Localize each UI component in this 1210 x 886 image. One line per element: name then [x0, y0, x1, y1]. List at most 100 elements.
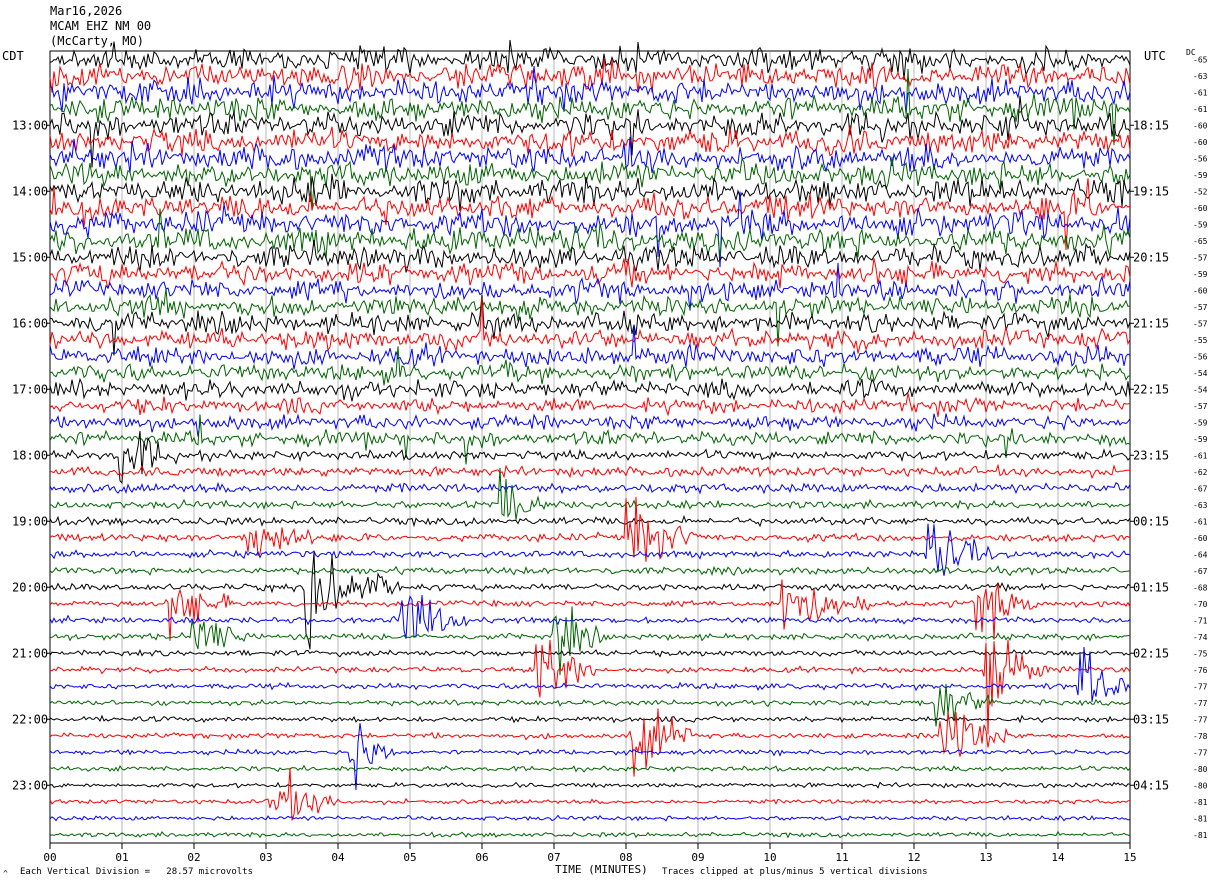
header-location: (McCarty, MO) — [50, 34, 144, 48]
x-tick-label: 03 — [259, 851, 272, 864]
x-tick-label: 15 — [1123, 851, 1136, 864]
dc-offset-label: -75 — [1193, 649, 1208, 658]
trace-row — [49, 767, 1131, 821]
dc-offset-label: -59 — [1193, 435, 1208, 444]
right-hour-label: 03:15 — [1133, 712, 1169, 726]
trace-row — [49, 723, 1131, 791]
dc-offset-label: -60 — [1193, 138, 1208, 147]
left-hour-label: 15:00 — [12, 250, 48, 264]
dc-offset-label: -67 — [1193, 567, 1208, 576]
dc-offset-label: -78 — [1193, 732, 1208, 741]
trace-row — [49, 708, 1131, 777]
dc-offset-label: -59 — [1193, 418, 1208, 427]
header-date: Mar16,2026 — [50, 4, 123, 18]
left-hour-label: 20:00 — [12, 580, 48, 594]
trace-row — [49, 346, 1131, 386]
trace-row — [49, 258, 1131, 289]
trace-row — [49, 481, 1131, 495]
trace-row — [49, 95, 1131, 168]
dc-offset-label: -61 — [1193, 88, 1208, 97]
dc-offset-label: -77 — [1193, 715, 1208, 724]
dc-offset-label: -63 — [1193, 72, 1208, 81]
trace-row — [49, 156, 1131, 211]
dc-offset-label: -77 — [1193, 699, 1208, 708]
dc-offset-label: -57 — [1193, 319, 1208, 328]
trace-row — [49, 297, 1131, 354]
trace-row — [49, 781, 1131, 789]
dc-offset-label: -61 — [1193, 517, 1208, 526]
trace-row — [49, 830, 1131, 839]
trace-row — [49, 262, 1131, 311]
right-hour-labels: 18:15 19:15 20:15 21:15 22:15 23:15 00:15 01:15… — [1130, 118, 1169, 792]
minute-gridlines — [121, 51, 1059, 843]
x-tick-label: 12 — [907, 851, 920, 864]
right-timezone: UTC — [1144, 49, 1166, 63]
trace-row — [49, 594, 1131, 639]
dc-offset-label: -60 — [1193, 534, 1208, 543]
x-tick-label: 10 — [763, 851, 776, 864]
trace-row — [49, 683, 1131, 727]
dc-offset-label: -81 — [1193, 814, 1208, 823]
x-tick-label: 00 — [43, 851, 56, 864]
x-tick-label: 04 — [331, 851, 345, 864]
dc-offset-label: -80 — [1193, 765, 1208, 774]
trace-row — [49, 463, 1131, 480]
right-hour-label: 21:15 — [1133, 316, 1169, 330]
x-axis-title: TIME (MINUTES) — [555, 863, 648, 876]
trace-row — [49, 430, 1131, 485]
left-hour-label: 21:00 — [12, 646, 48, 660]
right-hour-label: 23:15 — [1133, 448, 1169, 462]
trace-row — [49, 764, 1131, 773]
dc-offset-label: -70 — [1193, 600, 1208, 609]
trace-row — [49, 467, 1131, 520]
dc-offset-label: -54 — [1193, 369, 1208, 378]
trace-row — [49, 579, 1131, 641]
dc-offset-label: -68 — [1193, 583, 1208, 592]
dc-offset-label: -60 — [1193, 121, 1208, 130]
trace-row — [49, 58, 1131, 93]
x-tick-label: 13 — [979, 851, 992, 864]
trace-row — [49, 606, 1131, 676]
right-hour-label: 18:15 — [1133, 118, 1169, 132]
dc-offset-label: -59 — [1193, 270, 1208, 279]
dc-offset-label: -57 — [1193, 253, 1208, 262]
dc-offset-labels: -65 -63 -61 -61 -60 -60 -56 -59 -52 -60 -59 -65 -57 -… — [1193, 55, 1208, 840]
trace-row — [49, 239, 1131, 273]
left-hour-label: 16:00 — [12, 316, 48, 330]
dc-offset-label: -80 — [1193, 781, 1208, 790]
dc-offset-label: -54 — [1193, 385, 1208, 394]
dc-offset-label: -55 — [1193, 336, 1208, 345]
x-axis-ticks: 00 01 02 03 04 05 06 07 08 09 10 11 12 13 14 15 — [43, 843, 1137, 864]
dc-offset-label: -63 — [1193, 501, 1208, 510]
dc-offset-label: -64 — [1193, 550, 1208, 559]
x-tick-label: 01 — [115, 851, 128, 864]
x-tick-label: 11 — [835, 851, 848, 864]
seismic-traces — [49, 39, 1131, 839]
dc-offset-label: -60 — [1193, 204, 1208, 213]
dc-offset-label: -77 — [1193, 748, 1208, 757]
dc-offset-label: -65 — [1193, 237, 1208, 246]
left-hour-labels: 13:00 14:00 15:00 16:00 17:00 18:00 19:00 20:00… — [12, 118, 50, 792]
dc-offset-label: -56 — [1193, 352, 1208, 361]
trace-row — [49, 414, 1131, 465]
trace-row — [49, 523, 1131, 576]
trace-row — [49, 393, 1131, 417]
right-hour-label: 19:15 — [1133, 184, 1169, 198]
right-hour-label: 22:15 — [1133, 382, 1169, 396]
trace-row — [49, 288, 1131, 347]
trace-row — [49, 208, 1131, 259]
dc-offset-label: -60 — [1193, 286, 1208, 295]
trace-row — [49, 639, 1131, 735]
footer-mark: ^ — [3, 869, 8, 878]
trace-row — [49, 565, 1131, 577]
dc-offset-label: -71 — [1193, 616, 1208, 625]
trace-row — [49, 178, 1131, 251]
trace-row — [49, 173, 1131, 212]
trace-row — [49, 646, 1131, 702]
trace-row — [49, 377, 1131, 402]
trace-row — [49, 714, 1131, 724]
left-hour-label: 17:00 — [12, 382, 48, 396]
dc-offset-label: -61 — [1193, 451, 1208, 460]
dc-offset-label: -59 — [1193, 220, 1208, 229]
